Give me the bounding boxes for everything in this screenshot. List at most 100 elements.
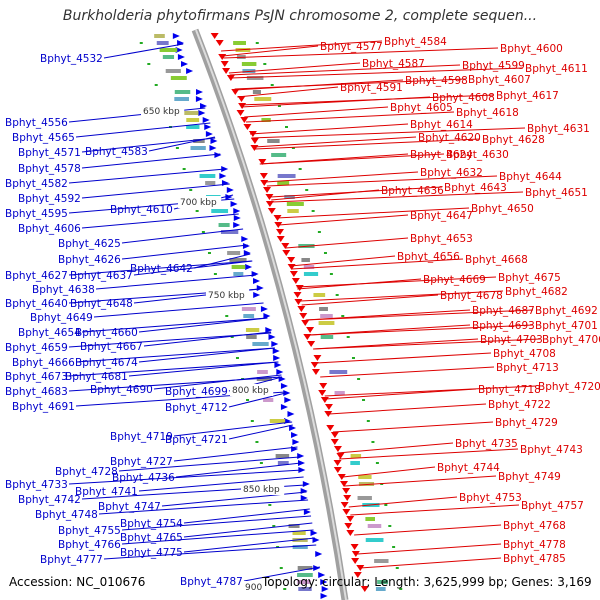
- gene-label-right[interactable]: Bphyt_4608: [432, 92, 495, 104]
- gene-label-right[interactable]: Bphyt_4675: [498, 272, 561, 284]
- gene-label-left[interactable]: Bphyt_4691: [12, 401, 75, 413]
- gene-label-right[interactable]: Bphyt_4644: [499, 171, 562, 183]
- gene-label-left[interactable]: Bphyt_4627: [5, 270, 68, 282]
- gene-label-left[interactable]: Bphyt_4595: [5, 208, 68, 220]
- gene-label-right[interactable]: Bphyt_4703: [480, 334, 543, 346]
- gene-label-right[interactable]: Bphyt_4706: [542, 334, 600, 346]
- gene-label-left[interactable]: Bphyt_4626: [58, 254, 121, 266]
- gene-label-right[interactable]: Bphyt_4631: [527, 123, 590, 135]
- gene-label-left[interactable]: Bphyt_4578: [18, 163, 81, 175]
- gene-label-left[interactable]: Bphyt_4712: [165, 402, 228, 414]
- gene-label-left[interactable]: Bphyt_4638: [32, 284, 95, 296]
- gene-label-right[interactable]: Bphyt_4584: [384, 36, 447, 48]
- gene-label-left[interactable]: Bphyt_4582: [5, 178, 68, 190]
- gene-label-left[interactable]: Bphyt_4754: [120, 518, 183, 530]
- gene-label-right[interactable]: Bphyt_4651: [525, 187, 588, 199]
- gene-label-left[interactable]: Bphyt_4721: [165, 434, 228, 446]
- gene-label-left[interactable]: Bphyt_4660: [75, 327, 138, 339]
- gene-label-left[interactable]: Bphyt_4727: [110, 456, 173, 468]
- gene-label-right[interactable]: Bphyt_4656: [397, 251, 460, 263]
- gene-label-left[interactable]: Bphyt_4565: [12, 132, 75, 144]
- gene-label-right[interactable]: Bphyt_4607: [468, 74, 531, 86]
- gene-label-left[interactable]: Bphyt_4649: [30, 312, 93, 324]
- gene-label-right[interactable]: Bphyt_4692: [535, 305, 598, 317]
- gene-label-right[interactable]: Bphyt_4682: [505, 286, 568, 298]
- gene-label-left[interactable]: Bphyt_4777: [40, 554, 103, 566]
- gene-label-left[interactable]: Bphyt_4571: [18, 147, 81, 159]
- gene-label-left[interactable]: Bphyt_4640: [5, 298, 68, 310]
- gene-label-left[interactable]: Bphyt_4654: [18, 327, 81, 339]
- gene-label-right[interactable]: Bphyt_4624: [410, 149, 473, 161]
- gene-label-right[interactable]: Bphyt_4587: [362, 58, 425, 70]
- gene-label-left[interactable]: Bphyt_4747: [98, 501, 161, 513]
- gene-label-left[interactable]: Bphyt_4648: [70, 298, 133, 310]
- gene-label-left[interactable]: Bphyt_4583: [85, 146, 148, 158]
- gene-label-right[interactable]: Bphyt_4729: [495, 417, 558, 429]
- gene-label-left[interactable]: Bphyt_4606: [18, 223, 81, 235]
- gene-label-left[interactable]: Bphyt_4673: [5, 371, 68, 383]
- gene-label-right[interactable]: Bphyt_4636: [381, 185, 444, 197]
- gene-label-right[interactable]: Bphyt_4614: [410, 119, 473, 131]
- gene-label-left[interactable]: Bphyt_4674: [75, 357, 138, 369]
- gene-label-right[interactable]: Bphyt_4618: [456, 107, 519, 119]
- gene-label-right[interactable]: Bphyt_4653: [410, 233, 473, 245]
- gene-label-right[interactable]: Bphyt_4753: [459, 492, 522, 504]
- gene-label-right[interactable]: Bphyt_4600: [500, 43, 563, 55]
- gene-label-right[interactable]: Bphyt_4735: [455, 438, 518, 450]
- gene-label-right[interactable]: Bphyt_4591: [340, 82, 403, 94]
- gene-label-left[interactable]: Bphyt_4748: [35, 509, 98, 521]
- gene-label-left[interactable]: Bphyt_4766: [58, 539, 121, 551]
- gene-label-left[interactable]: Bphyt_4659: [5, 342, 68, 354]
- gene-label-right[interactable]: Bphyt_4708: [493, 348, 556, 360]
- gene-label-left[interactable]: Bphyt_4765: [120, 532, 183, 544]
- gene-label-left[interactable]: Bphyt_4625: [58, 238, 121, 250]
- gene-label-right[interactable]: Bphyt_4632: [420, 167, 483, 179]
- gene-label-right[interactable]: Bphyt_4650: [471, 203, 534, 215]
- gene-label-right[interactable]: Bphyt_4687: [472, 305, 535, 317]
- gene-label-left[interactable]: Bphyt_4642: [130, 263, 193, 275]
- gene-label-right[interactable]: Bphyt_4778: [503, 539, 566, 551]
- gene-label-left[interactable]: Bphyt_4699: [165, 386, 228, 398]
- gene-label-right[interactable]: Bphyt_4693: [472, 320, 535, 332]
- gene-label-left[interactable]: Bphyt_4742: [18, 494, 81, 506]
- gene-label-left[interactable]: Bphyt_4736: [112, 472, 175, 484]
- gene-label-right[interactable]: Bphyt_4757: [521, 500, 584, 512]
- gene-label-right[interactable]: Bphyt_4611: [525, 63, 588, 75]
- gene-label-left[interactable]: Bphyt_4532: [40, 53, 103, 65]
- gene-label-right[interactable]: Bphyt_4743: [520, 444, 583, 456]
- gene-label-right[interactable]: Bphyt_4768: [503, 520, 566, 532]
- gene-label-right[interactable]: Bphyt_4720: [538, 381, 600, 393]
- gene-label-right[interactable]: Bphyt_4577: [320, 41, 383, 53]
- gene-label-right[interactable]: Bphyt_4598: [405, 75, 468, 87]
- gene-label-right[interactable]: Bphyt_4599: [462, 60, 525, 72]
- gene-label-left[interactable]: Bphyt_4610: [110, 204, 173, 216]
- gene-label-left[interactable]: Bphyt_4666: [12, 357, 75, 369]
- gene-label-right[interactable]: Bphyt_4785: [503, 553, 566, 565]
- gene-label-left[interactable]: Bphyt_4681: [65, 371, 128, 383]
- gene-label-left[interactable]: Bphyt_4556: [5, 117, 68, 129]
- gene-label-left[interactable]: Bphyt_4755: [58, 525, 121, 537]
- gene-label-right[interactable]: Bphyt_4620: [418, 132, 481, 144]
- gene-label-left[interactable]: Bphyt_4775: [120, 547, 183, 559]
- gene-label-left[interactable]: Bphyt_4787: [180, 576, 243, 588]
- gene-label-left[interactable]: Bphyt_4637: [70, 270, 133, 282]
- gene-label-left[interactable]: Bphyt_4683: [5, 386, 68, 398]
- gene-label-right[interactable]: Bphyt_4722: [488, 399, 551, 411]
- gene-label-right[interactable]: Bphyt_4630: [446, 149, 509, 161]
- gene-label-right[interactable]: Bphyt_4744: [437, 462, 500, 474]
- gene-label-right[interactable]: Bphyt_4617: [496, 90, 559, 102]
- gene-label-left[interactable]: Bphyt_4690: [90, 384, 153, 396]
- gene-label-right[interactable]: Bphyt_4669: [423, 274, 486, 286]
- gene-label-right[interactable]: Bphyt_4605: [390, 102, 453, 114]
- gene-label-right[interactable]: Bphyt_4749: [498, 471, 561, 483]
- gene-label-left[interactable]: Bphyt_4719: [110, 431, 173, 443]
- gene-label-left[interactable]: Bphyt_4741: [75, 486, 138, 498]
- gene-label-left[interactable]: Bphyt_4728: [55, 466, 118, 478]
- gene-label-right[interactable]: Bphyt_4701: [535, 320, 598, 332]
- gene-label-right[interactable]: Bphyt_4628: [482, 134, 545, 146]
- gene-label-right[interactable]: Bphyt_4713: [496, 362, 559, 374]
- gene-label-right[interactable]: Bphyt_4643: [444, 182, 507, 194]
- gene-label-right[interactable]: Bphyt_4718: [478, 384, 541, 396]
- gene-label-right[interactable]: Bphyt_4678: [440, 290, 503, 302]
- gene-label-left[interactable]: Bphyt_4733: [5, 479, 68, 491]
